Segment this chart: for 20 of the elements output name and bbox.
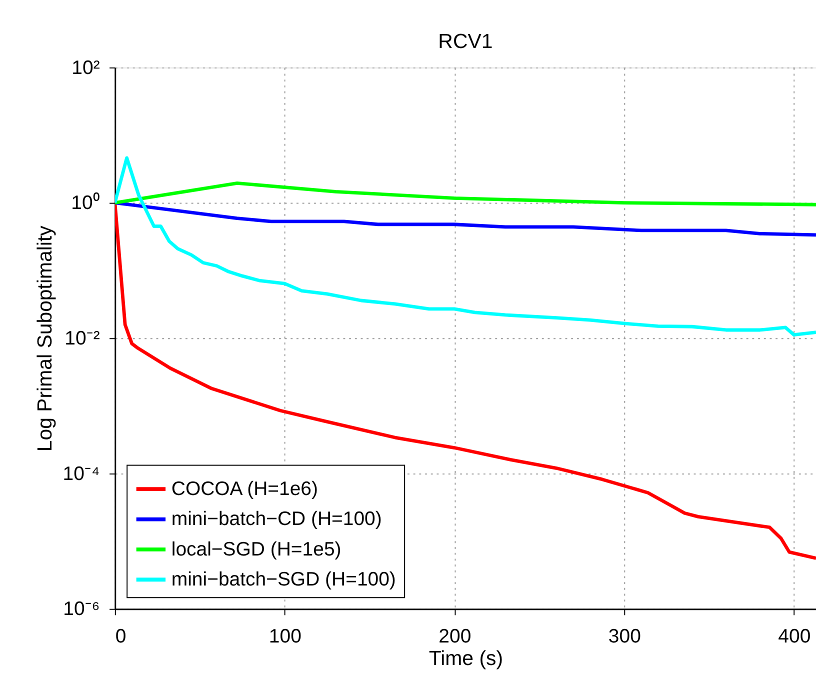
y-axis-title: Log Primal Suboptimality: [33, 224, 56, 452]
x-tick-label: 300: [608, 625, 642, 648]
legend-label: mini−batch−CD (H=100): [171, 508, 382, 530]
x-axis-title: Time (s): [428, 646, 504, 670]
y-tick-label: 10²: [72, 56, 100, 79]
y-tick-label: 10⁻⁴: [62, 462, 100, 485]
x-tick-label: 100: [268, 625, 302, 648]
x-tick-label: 400: [778, 625, 811, 648]
line-series: [114, 156, 816, 337]
line-series: [114, 201, 816, 237]
y-tick-label: 10⁰: [71, 192, 100, 214]
legend-label: COCOA (H=1e6): [171, 478, 318, 500]
y-tick-label: 10⁻²: [64, 327, 100, 350]
chart-title: RCV1: [438, 30, 493, 53]
y-tick-label: 10⁻⁶: [63, 598, 100, 620]
legend-label: local−SGD (H=1e5): [171, 538, 342, 560]
x-tick-label: 200: [438, 625, 472, 648]
legend-label: mini−batch−SGD (H=100): [171, 568, 396, 590]
line-series: [114, 181, 816, 206]
x-tick-label: 0: [115, 625, 126, 648]
